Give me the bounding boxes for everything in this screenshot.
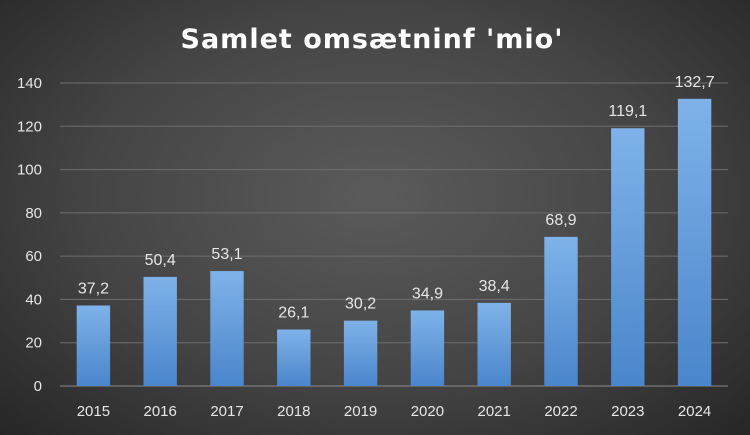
data-labels: 37,2 50,4 53,1 26,1 30,2 34,9 38,4 68,9 119,1 132… <box>78 74 715 322</box>
bar-2022 <box>544 236 578 386</box>
data-label-2022: 68,9 <box>545 212 576 229</box>
y-tick-label: 120 <box>17 118 42 135</box>
data-label-2021: 38,4 <box>479 278 510 295</box>
data-label-2024: 132,7 <box>675 74 715 91</box>
y-axis-ticks: 0 20 40 60 80 100 120 140 <box>17 75 42 395</box>
x-tick-label: 2021 <box>478 403 511 420</box>
data-label-2015: 37,2 <box>78 280 109 297</box>
x-tick-label: 2018 <box>277 403 310 420</box>
y-tick-label: 40 <box>25 291 42 308</box>
y-tick-label: 20 <box>25 335 42 352</box>
bar-2018 <box>277 329 311 386</box>
bar-2015 <box>76 305 111 386</box>
bars <box>76 98 712 386</box>
bar-2024 <box>677 98 712 386</box>
x-tick-label: 2019 <box>344 403 377 420</box>
chart-title: Samlet omsætninf 'mio' <box>181 24 564 55</box>
bar-2019 <box>343 320 378 386</box>
bar-2020 <box>410 310 445 386</box>
x-tick-label: 2024 <box>678 403 711 420</box>
y-tick-label: 0 <box>34 378 42 395</box>
data-label-2020: 34,9 <box>412 285 443 302</box>
y-tick-label: 100 <box>17 162 42 179</box>
x-tick-label: 2017 <box>210 403 243 420</box>
data-label-2023: 119,1 <box>608 103 647 120</box>
x-tick-label: 2020 <box>411 403 444 420</box>
x-axis-ticks: 2015 2016 2017 2018 2019 2020 2021 2022 2023 2024 <box>77 403 712 420</box>
x-tick-label: 2015 <box>77 403 110 420</box>
y-tick-label: 60 <box>25 248 42 265</box>
bar-2021 <box>477 302 511 386</box>
data-label-2017: 53,1 <box>211 246 242 263</box>
data-label-2016: 50,4 <box>145 252 176 269</box>
data-label-2018: 26,1 <box>278 305 309 322</box>
y-tick-label: 140 <box>17 75 42 92</box>
bar-2016 <box>143 276 177 386</box>
bar-2017 <box>210 271 244 386</box>
x-tick-label: 2016 <box>144 403 177 420</box>
x-tick-label: 2023 <box>611 403 644 420</box>
y-tick-label: 80 <box>25 205 42 222</box>
bar-2023 <box>611 128 645 386</box>
x-tick-label: 2022 <box>544 403 577 420</box>
data-label-2019: 30,2 <box>345 296 376 313</box>
